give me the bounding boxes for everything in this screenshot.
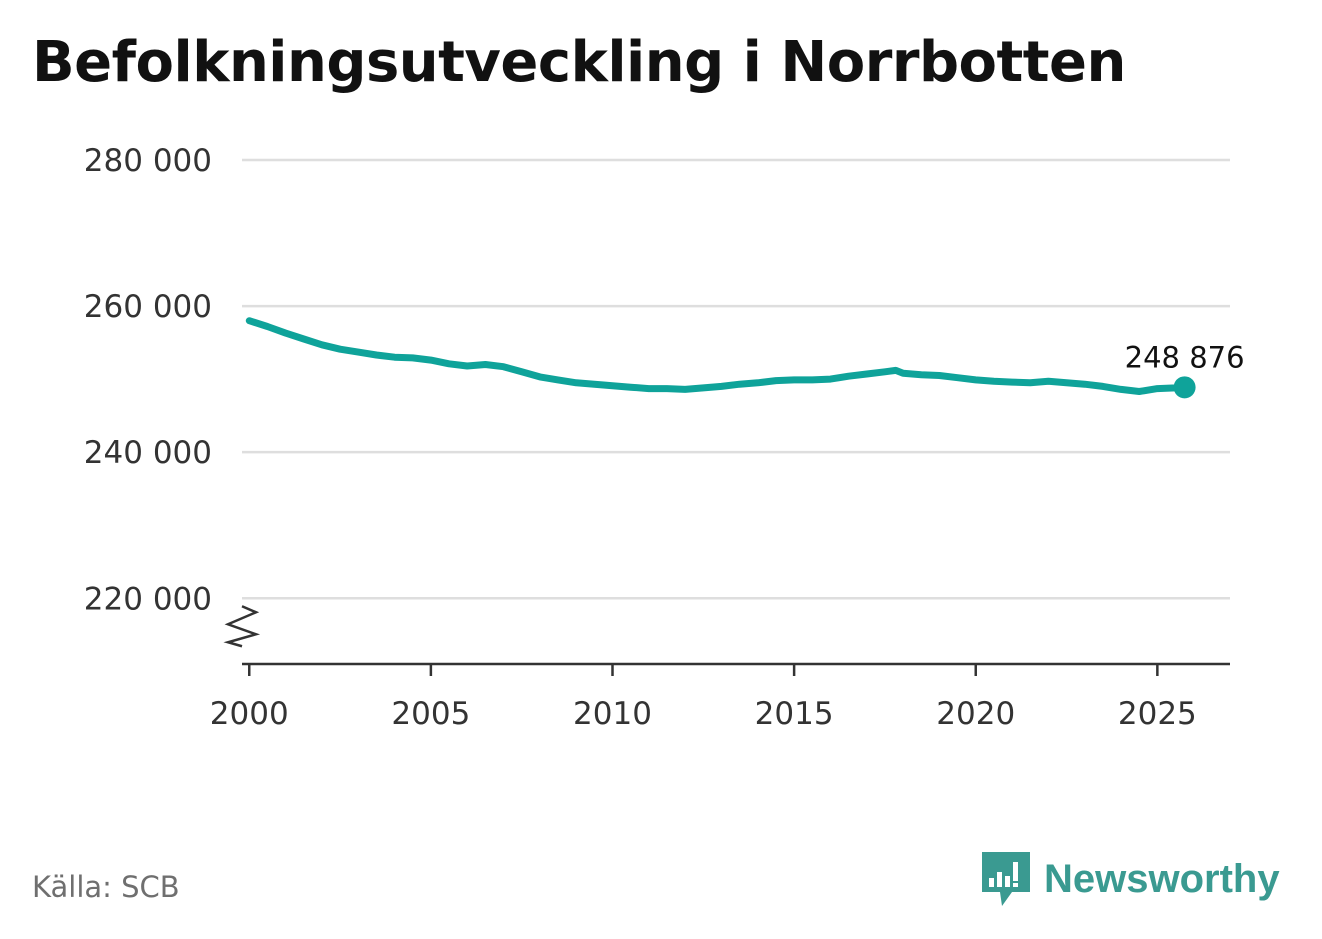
chart-title: Befolkningsutveckling i Norrbotten (32, 30, 1126, 95)
x-tick-label: 2015 (755, 696, 834, 732)
newsworthy-logo-icon (982, 852, 1030, 906)
y-tick-label: 240 000 (84, 435, 212, 471)
gridlines (242, 158, 1230, 600)
x-tick-label: 2020 (936, 696, 1015, 732)
x-axis (223, 605, 1230, 676)
series-line (245, 317, 1189, 395)
x-tick-label: 2010 (573, 696, 652, 732)
y-tick-labels: 220 000 240 000 260 000 280 000 (84, 143, 212, 617)
x-tick-label: 2005 (391, 696, 470, 732)
y-tick-label: 260 000 (84, 289, 212, 325)
brand-logo: Newsworthy (980, 850, 1280, 908)
end-point-marker (1173, 376, 1196, 399)
y-tick-label: 220 000 (84, 581, 212, 617)
x-tick-label: 2000 (210, 696, 289, 732)
axis-break-icon (223, 605, 261, 648)
source-note: Källa: SCB (32, 870, 180, 904)
brand-name: Newsworthy (1044, 856, 1280, 901)
end-value-label: 248 876 (1125, 340, 1245, 374)
y-tick-label: 280 000 (84, 143, 212, 179)
x-tick-labels: 2000 2005 2010 2015 2020 2025 (210, 696, 1197, 732)
x-tick-label: 2025 (1118, 696, 1197, 732)
series: 248 876 (245, 317, 1245, 399)
